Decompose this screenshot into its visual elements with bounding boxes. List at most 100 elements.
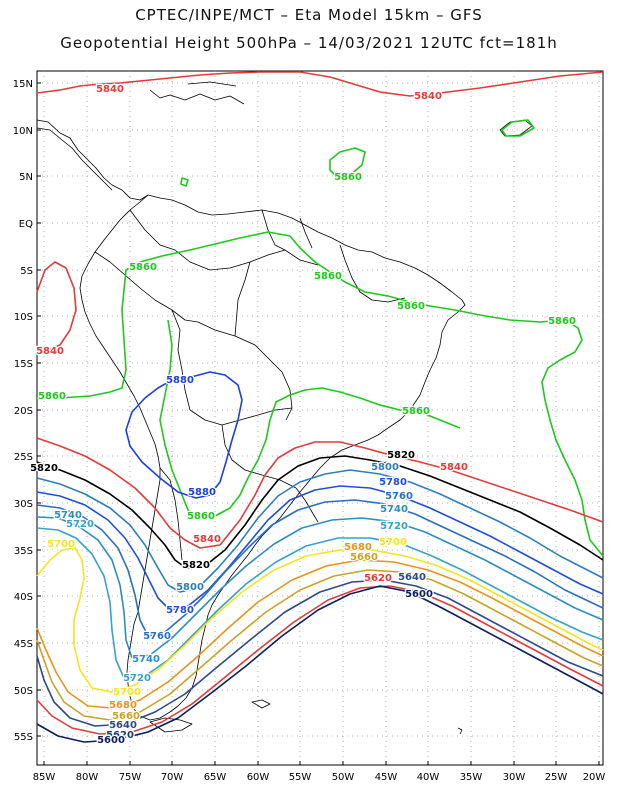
contour-label: 5860 (334, 172, 362, 183)
contour-label: 5840 (414, 91, 442, 102)
contour-label: 5700 (379, 537, 407, 548)
contour-label: 5760 (143, 631, 171, 642)
country-border (234, 261, 251, 337)
contour-5860-main (37, 231, 604, 557)
contour-labels: 5840 5840 5860 5860 5860 5860 5860 5840 … (29, 83, 577, 748)
lon-label: 85W (33, 772, 56, 783)
country-border (197, 321, 293, 421)
contour-label: 5620 (106, 730, 134, 741)
contour-5880-closed (125, 371, 243, 499)
contour-label: 5640 (398, 572, 426, 583)
contour-label: 5700 (113, 687, 141, 698)
lat-lon-grid (37, 71, 603, 765)
country-border (189, 407, 293, 426)
lon-label: 25W (545, 772, 568, 783)
lat-label: 35S (14, 546, 33, 557)
lat-label: 10S (14, 312, 33, 323)
contour-label: 5660 (350, 552, 378, 563)
lat-label: 55S (14, 732, 33, 743)
lon-label: 30W (503, 772, 526, 783)
contour-label: 5740 (132, 654, 160, 665)
contour-5860-patch (180, 177, 189, 187)
lat-label: 15N (13, 79, 33, 90)
contour-5800 (36, 469, 604, 593)
contour-5600 (36, 585, 604, 743)
contour-label: 5660 (112, 711, 140, 722)
contour-label: 5840 (193, 534, 221, 545)
contour-label: 5840 (440, 462, 468, 473)
country-border (295, 487, 319, 523)
lon-label: 55W (289, 772, 312, 783)
contour-5780 (36, 485, 604, 611)
contour-label: 5600 (97, 735, 125, 746)
contour-label: 5820 (182, 560, 210, 571)
country-border (261, 209, 286, 251)
contour-5640 (36, 579, 604, 727)
lat-label: 45S (14, 639, 33, 650)
lat-label: 5N (19, 172, 33, 183)
lon-label: 70W (161, 772, 184, 783)
coastlines (36, 81, 533, 735)
contour-label: 5840 (36, 346, 64, 357)
contour-5760 (36, 499, 604, 637)
contour-label: 5860 (129, 262, 157, 273)
contour-5660 (36, 569, 604, 721)
contour-label: 5760 (385, 491, 413, 502)
contour-5680 (36, 559, 604, 709)
lon-label: 50W (332, 772, 355, 783)
contour-5860-patch (329, 147, 366, 179)
lat-labels: 15N 10N 5N EQ 5S 10S 15S 20S 25S 30S 35S… (13, 79, 33, 743)
contour-label: 5620 (364, 573, 392, 584)
contour-label: 5740 (380, 504, 408, 515)
contour-label: 5600 (405, 589, 433, 600)
contour-label: 5860 (397, 301, 425, 312)
lat-label: 50S (14, 686, 33, 697)
south-america-coast (79, 194, 466, 721)
height-contours (36, 71, 604, 743)
map-frame (36, 70, 604, 766)
contour-5860-patch (501, 119, 535, 137)
contour-5860-loop (159, 319, 461, 519)
lon-label: 60W (247, 772, 270, 783)
lon-label: 65W (204, 772, 227, 783)
lon-label: 20W (583, 772, 606, 783)
contour-label: 5800 (176, 582, 204, 593)
lon-label: 45W (375, 772, 398, 783)
tierra-del-fuego (149, 717, 193, 733)
country-border (129, 209, 319, 271)
contour-label: 5860 (38, 391, 66, 402)
lat-label: 30S (14, 499, 33, 510)
contour-label: 5860 (187, 511, 215, 522)
contour-label: 5880 (188, 487, 216, 498)
lat-label: 40S (14, 592, 33, 603)
contour-5700 (36, 547, 604, 693)
contour-5840-west (36, 261, 77, 353)
country-border (339, 244, 406, 303)
contour-label: 5880 (166, 375, 194, 386)
lon-labels: 85W 80W 75W 70W 65W 60W 55W 50W 45W 40W … (33, 772, 606, 783)
lat-label: 20S (14, 406, 33, 417)
central-america-coast (36, 119, 149, 201)
contour-label: 5860 (402, 406, 430, 417)
contour-label: 5720 (123, 673, 151, 684)
lon-label: 35W (460, 772, 483, 783)
contour-5840-north (36, 71, 604, 97)
lat-label: 25S (14, 452, 33, 463)
contour-5720 (36, 527, 604, 679)
contour-5820 (36, 455, 604, 569)
country-border (299, 217, 313, 249)
contour-label: 5720 (380, 521, 408, 532)
country-border (159, 467, 183, 561)
contour-label: 5840 (96, 84, 124, 95)
contour-label: 5720 (66, 519, 94, 530)
caribbean-islands (149, 89, 245, 105)
contour-5740 (36, 516, 604, 659)
contour-label: 5740 (54, 510, 82, 521)
contour-5840-south (36, 437, 604, 549)
lat-label: EQ (19, 219, 33, 230)
contour-label: 5780 (379, 477, 407, 488)
contour-label: 5860 (548, 316, 576, 327)
contour-label: 5780 (166, 605, 194, 616)
map-title-line1: CPTEC/INPE/MCT – Eta Model 15km – GFS (135, 6, 483, 24)
contour-5620 (36, 585, 604, 735)
